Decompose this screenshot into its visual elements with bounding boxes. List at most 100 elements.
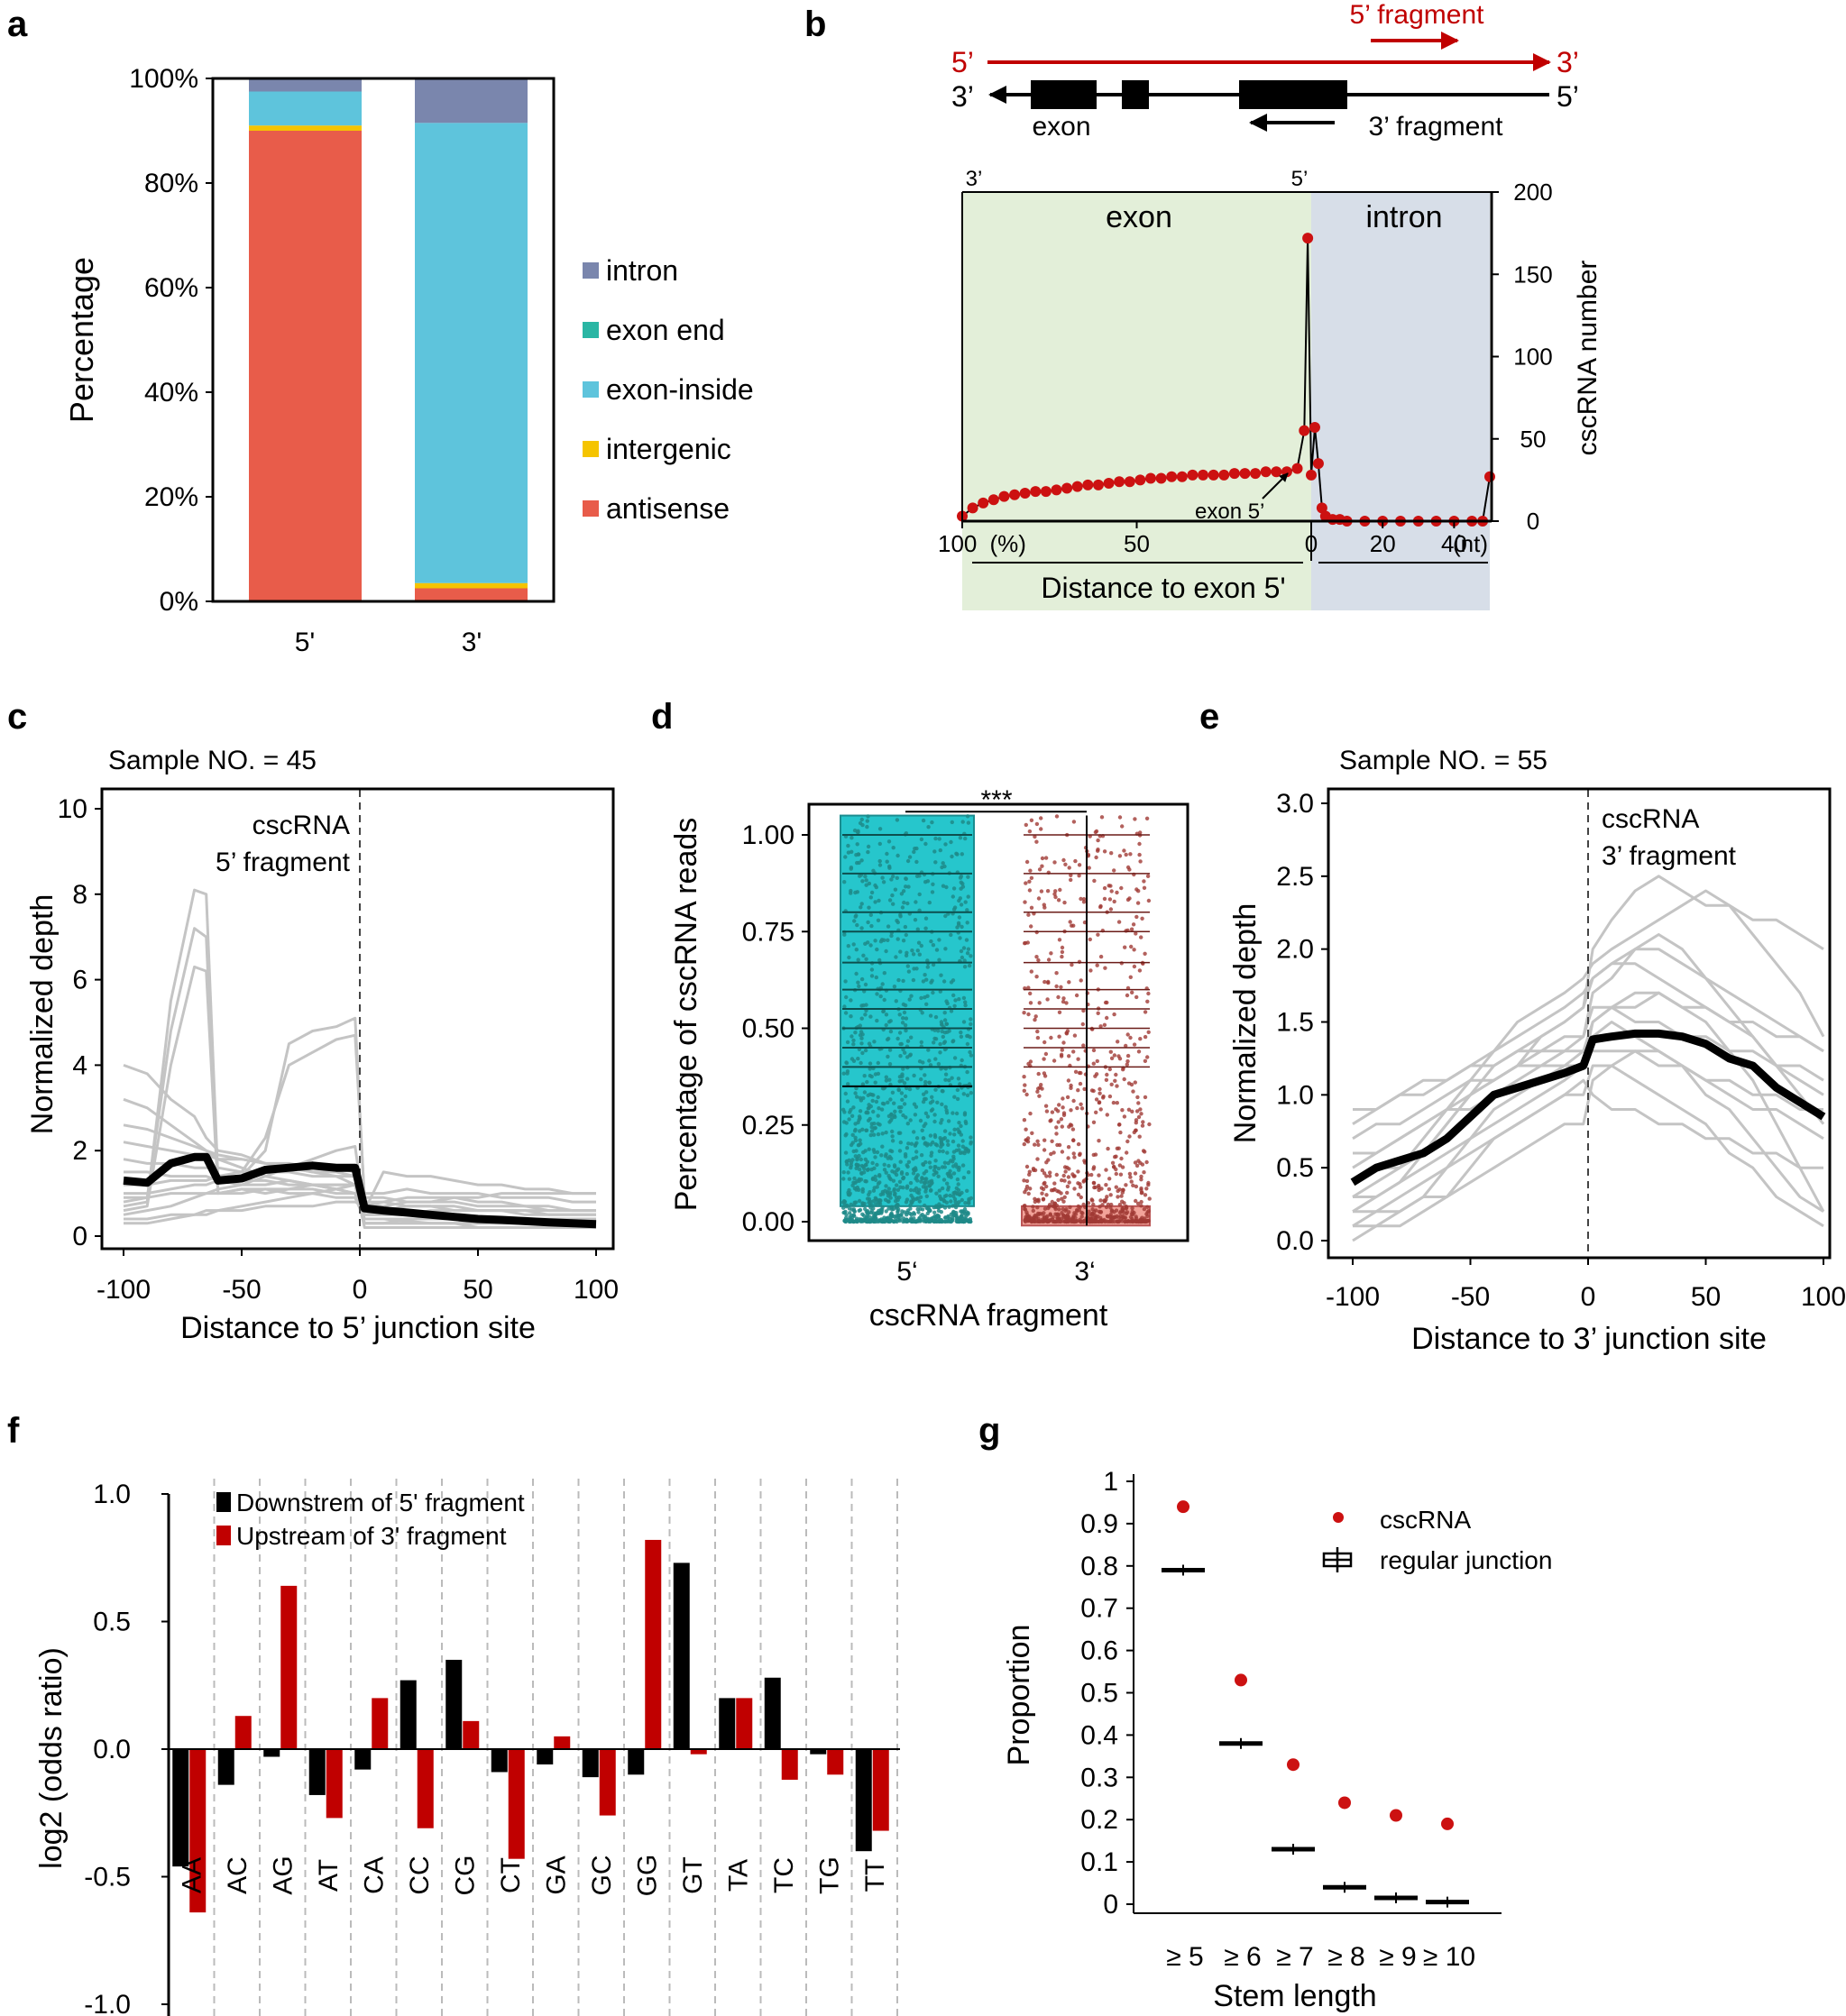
data-point-3prime [1134,1109,1140,1113]
data-point-5prime [938,848,943,853]
data-point-3prime [1136,1114,1142,1120]
data-point-5prime [960,1197,965,1203]
data-point-5prime [936,1029,941,1033]
data-point-3prime [1128,1219,1133,1224]
data-point-5prime [908,1052,913,1057]
data-point-3prime [1144,816,1150,820]
data-point-5prime [956,921,961,925]
data-point-5prime [879,1153,884,1158]
data-point-3prime [1137,1134,1142,1139]
data-point-3prime [1070,962,1074,967]
data-point-5prime [855,922,859,928]
legend-cscrna-dot [1333,1512,1344,1523]
y-tick-label: 0.00 [742,1207,794,1237]
data-point-5prime [892,985,897,989]
data-point-5prime [901,978,905,984]
data-point-3prime [1074,993,1079,998]
data-point-5prime [933,1014,939,1020]
data-point-5prime [934,1191,939,1196]
data-point-5prime [926,1048,931,1052]
data-point-5prime [939,1210,944,1214]
data-point-3prime [1026,985,1031,990]
data-point-5prime [844,1205,849,1209]
panel-e-depth-profile: Sample NO. = 55 cscRNA 3’ fragment 0.00.… [1228,746,1846,1356]
x-tick-label: 50 [1691,1282,1721,1312]
data-point-5prime [918,1118,923,1123]
data-point-3prime [1023,940,1028,946]
data-point-3prime [1091,1181,1097,1186]
data-point-5prime [894,1199,898,1204]
data-point-3prime [1039,827,1043,831]
schematic-5prime-fragment-label: 5’ fragment [1350,0,1485,30]
data-point-3prime [1120,1199,1125,1204]
data-point-5prime [886,1100,890,1105]
data-point-5prime [884,1075,888,1079]
data-point-3prime [1146,991,1151,996]
data-point-5prime [843,979,848,984]
data-point-3prime [1071,1174,1077,1178]
data-point-5prime [925,1211,931,1216]
data-point-5prime [909,1035,914,1040]
data-point-5prime [911,1219,915,1223]
data-point-5prime [864,1218,868,1223]
data-point-3prime [1107,1094,1113,1099]
x-category-label: TT [860,1859,890,1892]
data-point-5prime [855,1095,859,1099]
data-point [1228,468,1240,480]
bar-upstream [234,1716,252,1749]
legend-cscrna-label: cscRNA [1380,1506,1471,1534]
data-point-5prime [942,1031,948,1035]
data-point-5prime [942,1198,947,1204]
panel-label-e: e [1199,697,1219,737]
data-point-5prime [917,1215,922,1221]
data-point-5prime [872,1150,877,1155]
data-point-5prime [913,1113,918,1117]
data-point-3prime [1089,1088,1095,1093]
data-point-5prime [882,971,886,976]
data-point-5prime [936,1174,941,1179]
data-point-5prime [884,1022,888,1028]
data-point-5prime [921,1060,925,1065]
data-point-5prime [896,1087,901,1092]
data-point-3prime [1065,1184,1070,1189]
data-point-5prime [960,852,965,857]
data-point-5prime [905,1208,911,1213]
panel-c-annotation-line2: 5’ fragment [216,848,351,877]
data-point-5prime [907,1211,913,1216]
data-point-3prime [1023,1083,1027,1087]
data-point-3prime [1147,1196,1152,1201]
data-point-3prime [1053,1206,1058,1212]
data-point-3prime [1106,1146,1110,1151]
data-point-3prime [1120,1190,1125,1195]
panel-f-bar-chart: AA AC AG AT CA CC CG CT GA GC GG GT TA TC TG TT -1.0 -0.… [34,1479,900,2016]
data-point-3prime [1024,859,1030,865]
data-point-5prime [895,1202,900,1207]
y-tick-label: 2 [72,1136,87,1166]
data-point-5prime [869,890,875,895]
data-point-3prime [1097,1139,1101,1143]
data-point-5prime [967,963,972,968]
data-point-5prime [857,1187,861,1193]
data-point-5prime [847,1177,852,1181]
data-point-5prime [907,997,912,1002]
data-point-5prime [946,1119,951,1123]
data-point-3prime [1141,1120,1145,1124]
data-point-3prime [1139,1178,1143,1182]
data-point-3prime [1095,1058,1100,1064]
data-point-3prime [1094,1110,1098,1115]
data-point-3prime [1049,1118,1053,1123]
data-point-5prime [889,1205,894,1210]
data-point-3prime [1129,1082,1134,1087]
data-point-5prime [944,1193,949,1198]
data-point-5prime [882,1162,886,1168]
panel-b-x-axis-label: Distance to exon 5' [1041,572,1285,604]
data-point-3prime [1134,914,1139,920]
data-point-5prime [866,1111,870,1115]
panel-d-significance: *** [980,785,1012,815]
data-point-5prime [949,1009,954,1013]
data-point-5prime [960,924,964,930]
data-point-3prime [1069,1123,1074,1128]
data-point-3prime [1108,884,1113,888]
data-point-5prime [927,1207,932,1213]
data-point-5prime [928,1013,933,1018]
